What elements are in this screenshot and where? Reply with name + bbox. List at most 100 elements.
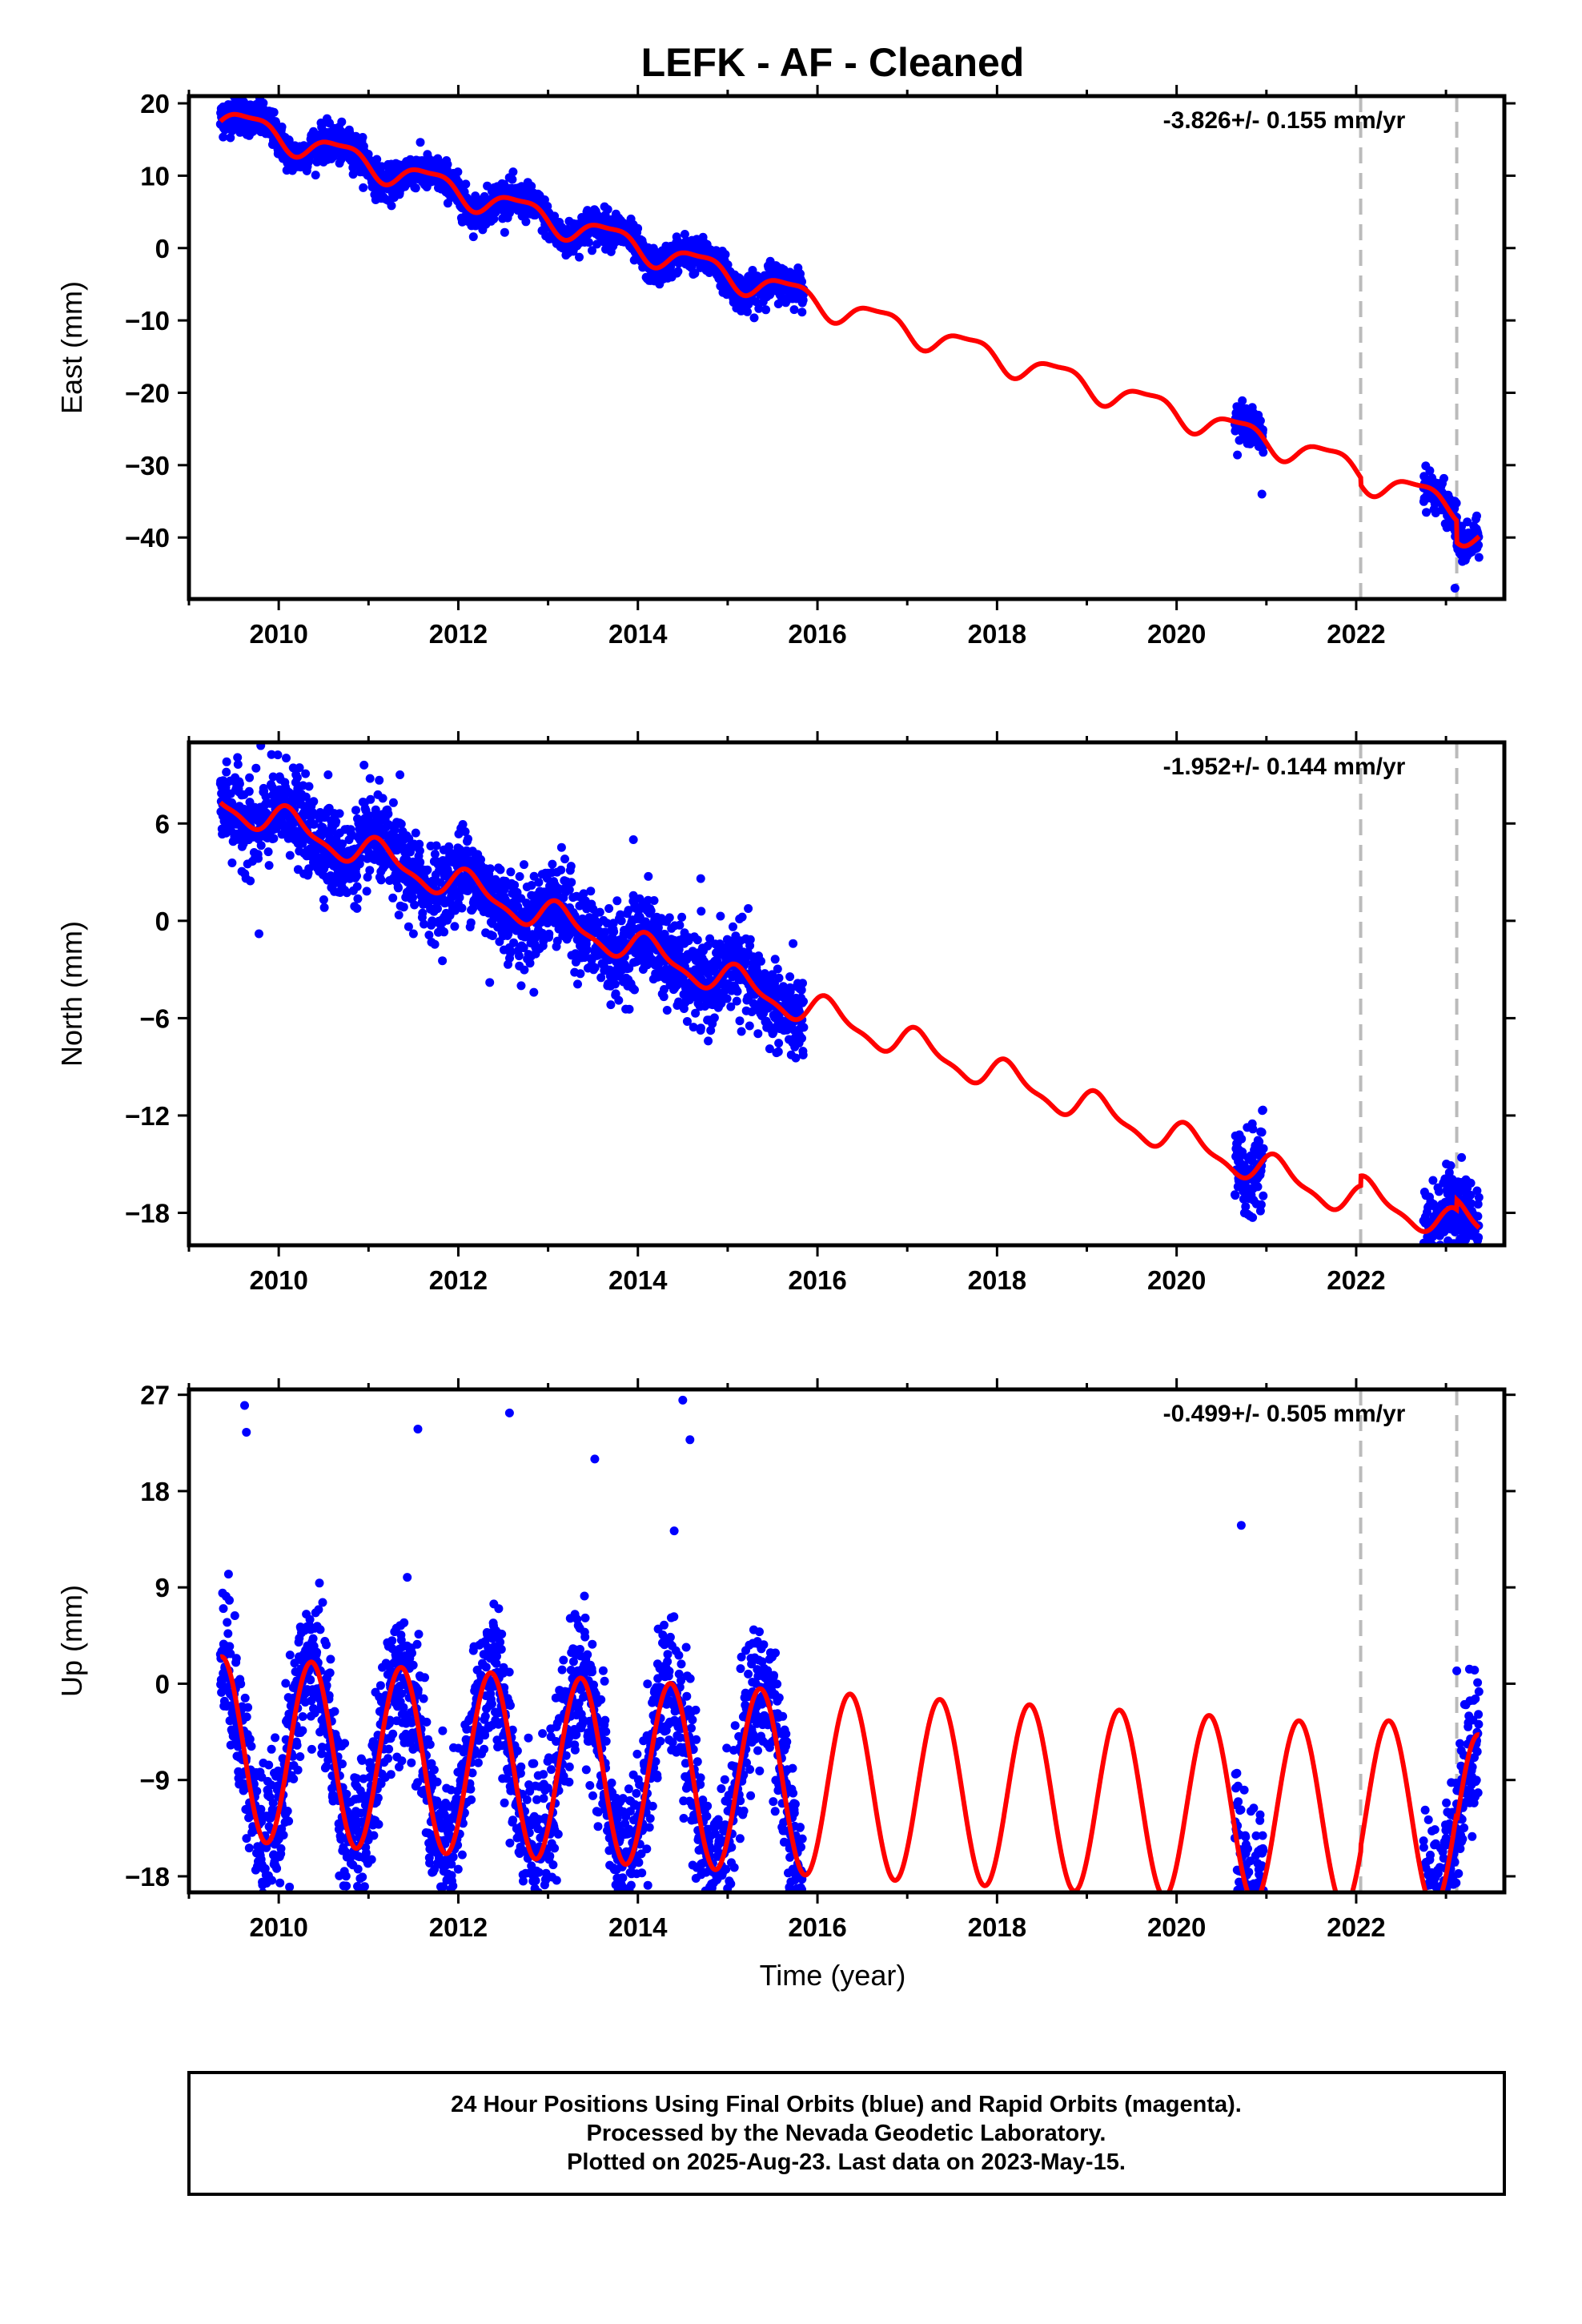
data-point bbox=[485, 864, 495, 874]
data-point bbox=[733, 987, 742, 996]
data-point bbox=[680, 230, 689, 239]
data-point bbox=[1468, 1248, 1477, 1257]
data-point bbox=[1238, 396, 1247, 405]
data-point bbox=[773, 964, 782, 974]
data-point bbox=[1424, 1248, 1433, 1257]
y-tick-label: 0 bbox=[155, 234, 170, 263]
data-point bbox=[690, 268, 700, 278]
data-point bbox=[564, 885, 574, 895]
data-point bbox=[464, 834, 472, 844]
data-point bbox=[410, 900, 420, 910]
data-point bbox=[496, 865, 505, 875]
x-tick-label: 2014 bbox=[608, 619, 668, 649]
data-point bbox=[411, 183, 420, 193]
data-point bbox=[675, 920, 685, 930]
data-point bbox=[259, 99, 268, 108]
data-point bbox=[1258, 1105, 1267, 1115]
data-point bbox=[378, 794, 387, 803]
data-point bbox=[394, 911, 404, 920]
x-tick-label: 2018 bbox=[968, 619, 1026, 649]
data-point bbox=[644, 871, 653, 881]
data-point bbox=[1431, 1248, 1440, 1256]
data-point bbox=[387, 201, 396, 211]
y-tick-label: −10 bbox=[125, 306, 170, 336]
data-point bbox=[575, 252, 584, 262]
y-axis-label: East (mm) bbox=[55, 281, 88, 414]
data-point bbox=[737, 1027, 746, 1036]
data-point bbox=[1468, 1258, 1477, 1267]
data-point bbox=[285, 850, 295, 860]
data-point bbox=[696, 874, 705, 883]
data-point bbox=[628, 835, 638, 845]
y-tick-label: 10 bbox=[140, 161, 170, 191]
data-point bbox=[432, 841, 441, 850]
data-point bbox=[516, 981, 526, 991]
x-tick-label: 2010 bbox=[249, 619, 307, 649]
data-point bbox=[457, 903, 467, 913]
data-point bbox=[745, 935, 755, 944]
data-point bbox=[235, 779, 244, 789]
panel-north: 2010 2012 2014 2016 2018 2020 2022−18−12−606No… bbox=[55, 731, 1516, 1295]
data-point bbox=[716, 911, 725, 921]
data-point bbox=[323, 770, 333, 780]
data-point bbox=[396, 770, 405, 780]
data-point bbox=[1449, 1249, 1458, 1258]
data-point bbox=[282, 754, 291, 763]
data-point bbox=[521, 217, 531, 227]
data-point bbox=[335, 809, 344, 818]
data-point bbox=[1248, 1124, 1258, 1134]
data-point bbox=[722, 994, 732, 1003]
data-point bbox=[423, 865, 432, 875]
data-point bbox=[362, 887, 371, 896]
x-tick-label: 2020 bbox=[1147, 619, 1206, 649]
y-tick-label: −40 bbox=[125, 523, 170, 553]
data-point bbox=[789, 305, 799, 315]
data-point bbox=[544, 929, 554, 939]
data-point bbox=[649, 896, 659, 905]
data-point bbox=[1452, 498, 1461, 508]
data-point bbox=[1233, 450, 1243, 460]
data-point bbox=[254, 929, 263, 939]
data-point bbox=[246, 876, 255, 886]
data-point bbox=[222, 767, 231, 777]
data-point bbox=[1457, 1152, 1467, 1162]
data-point bbox=[500, 227, 509, 237]
data-point bbox=[1466, 1178, 1476, 1188]
data-point bbox=[556, 842, 566, 852]
data-point bbox=[1241, 1202, 1251, 1212]
data-point bbox=[743, 307, 752, 316]
data-points-north bbox=[215, 742, 1484, 1277]
data-point bbox=[453, 167, 463, 177]
data-point bbox=[789, 939, 798, 948]
data-point bbox=[269, 107, 279, 117]
data-point bbox=[514, 951, 524, 961]
data-point bbox=[277, 123, 287, 131]
data-point bbox=[1237, 1134, 1247, 1144]
data-point bbox=[264, 861, 274, 870]
data-point bbox=[1474, 1232, 1484, 1242]
data-point bbox=[485, 978, 495, 987]
data-point bbox=[770, 955, 780, 964]
data-point bbox=[394, 883, 403, 893]
data-point bbox=[515, 872, 524, 881]
data-point bbox=[534, 878, 544, 887]
data-point bbox=[1231, 1191, 1240, 1200]
data-point bbox=[1421, 1252, 1430, 1261]
data-point bbox=[466, 918, 476, 927]
data-point bbox=[610, 979, 620, 989]
data-point bbox=[416, 138, 425, 147]
data-point bbox=[366, 794, 375, 804]
data-point bbox=[411, 828, 420, 838]
data-point bbox=[774, 1039, 784, 1048]
data-point bbox=[735, 1016, 745, 1026]
data-point bbox=[584, 238, 593, 247]
data-point bbox=[1420, 1269, 1429, 1277]
data-point bbox=[376, 875, 386, 885]
data-point bbox=[582, 945, 592, 954]
data-point bbox=[697, 907, 706, 916]
data-point bbox=[737, 912, 747, 922]
data-point bbox=[263, 847, 273, 857]
data-point bbox=[1420, 1258, 1429, 1267]
data-point bbox=[586, 887, 596, 896]
data-point bbox=[749, 313, 759, 323]
